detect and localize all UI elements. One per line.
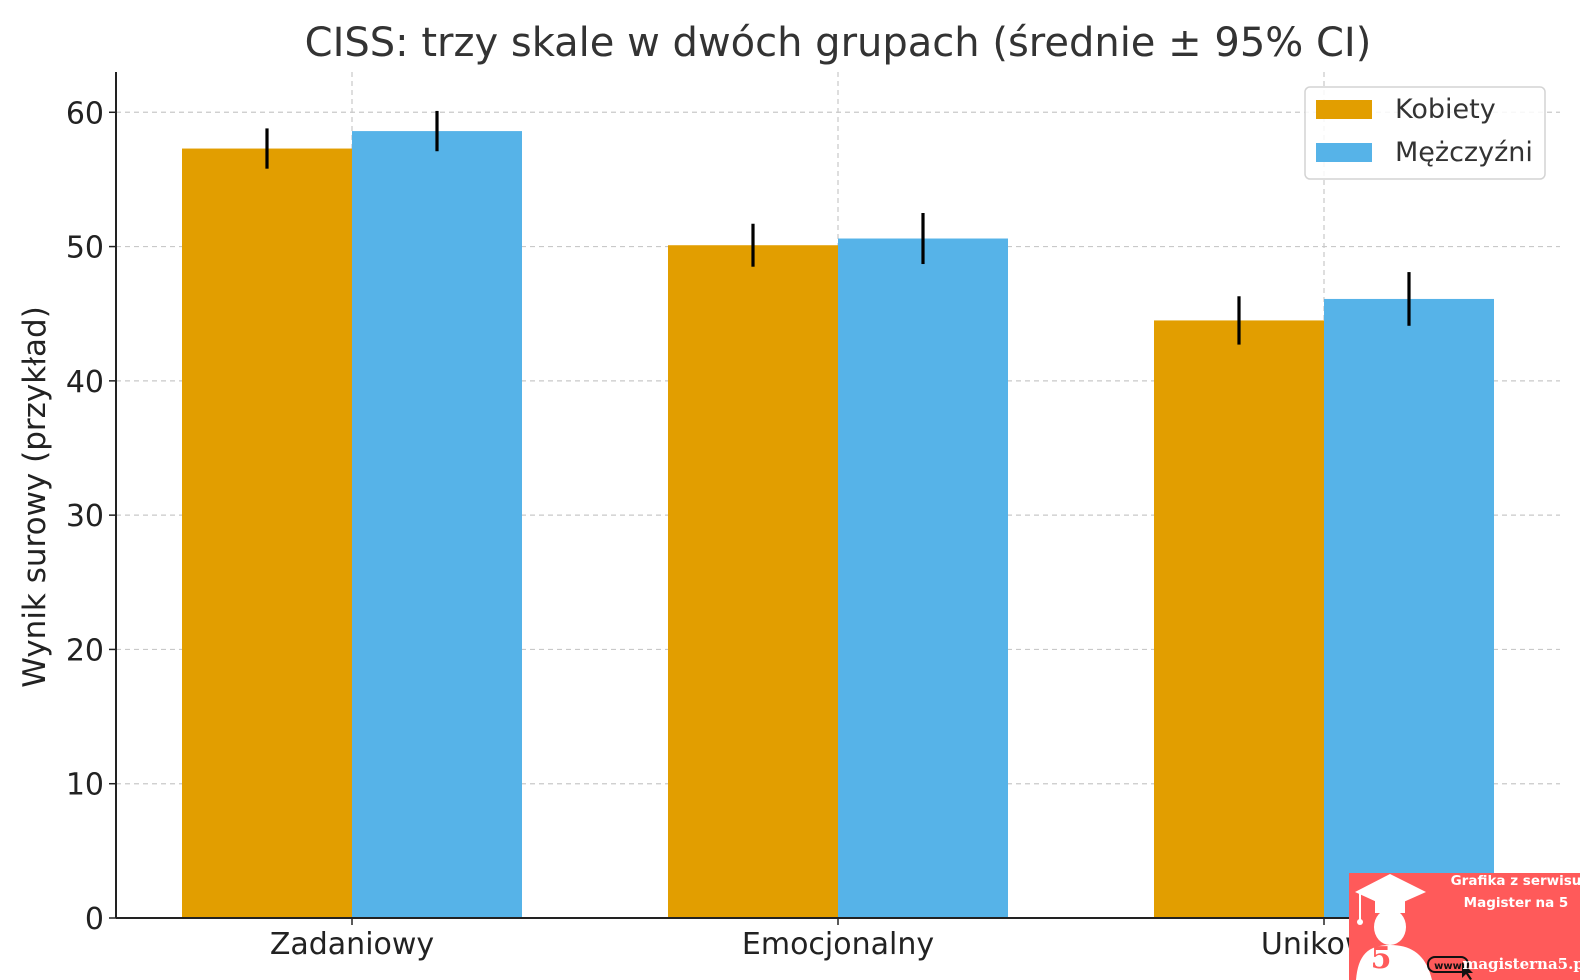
bar bbox=[1324, 298, 1494, 918]
y-tick-label: 20 bbox=[66, 633, 104, 668]
graduate-icon bbox=[1355, 874, 1432, 980]
legend-swatch bbox=[1316, 100, 1372, 119]
cursor-icon bbox=[1462, 962, 1473, 980]
bar bbox=[668, 245, 838, 918]
x-tick-label: Zadaniowy bbox=[270, 927, 434, 962]
error-bars bbox=[265, 110, 1411, 345]
legend: Kobiety Mężczyźni bbox=[1304, 86, 1546, 180]
bar bbox=[182, 148, 352, 919]
bar bbox=[352, 131, 522, 919]
axes bbox=[109, 72, 1560, 925]
y-axis-label: Wynik surowy (przykład) bbox=[17, 306, 53, 688]
bar bbox=[838, 238, 1008, 918]
www-text: www bbox=[1434, 961, 1462, 972]
y-tick-label: 50 bbox=[66, 231, 104, 266]
bars bbox=[182, 131, 1494, 919]
bar bbox=[1154, 320, 1324, 918]
y-tick-label: 0 bbox=[85, 902, 104, 937]
y-tick-label: 40 bbox=[66, 365, 104, 400]
x-tick-label: Emocjonalny bbox=[742, 927, 934, 962]
watermark-badge: 5 Grafika z serwisu Magister na 5 www ma… bbox=[1349, 873, 1580, 980]
chart-title: CISS: trzy skale w dwóch grupach (średni… bbox=[305, 20, 1372, 66]
watermark-line1: Grafika z serwisu bbox=[1451, 873, 1580, 889]
y-tick-label: 10 bbox=[66, 768, 104, 803]
www-badge bbox=[1427, 956, 1469, 973]
watermark-url: magisterna5.pl bbox=[1462, 955, 1580, 973]
watermark-digit: 5 bbox=[1371, 941, 1392, 976]
legend-label: Mężczyźni bbox=[1395, 137, 1533, 168]
legend-label: Kobiety bbox=[1395, 94, 1496, 125]
y-tick-label: 60 bbox=[66, 96, 104, 131]
y-tick-label: 30 bbox=[66, 499, 104, 534]
legend-swatch bbox=[1316, 143, 1372, 162]
watermark-line2: Magister na 5 bbox=[1464, 895, 1569, 911]
